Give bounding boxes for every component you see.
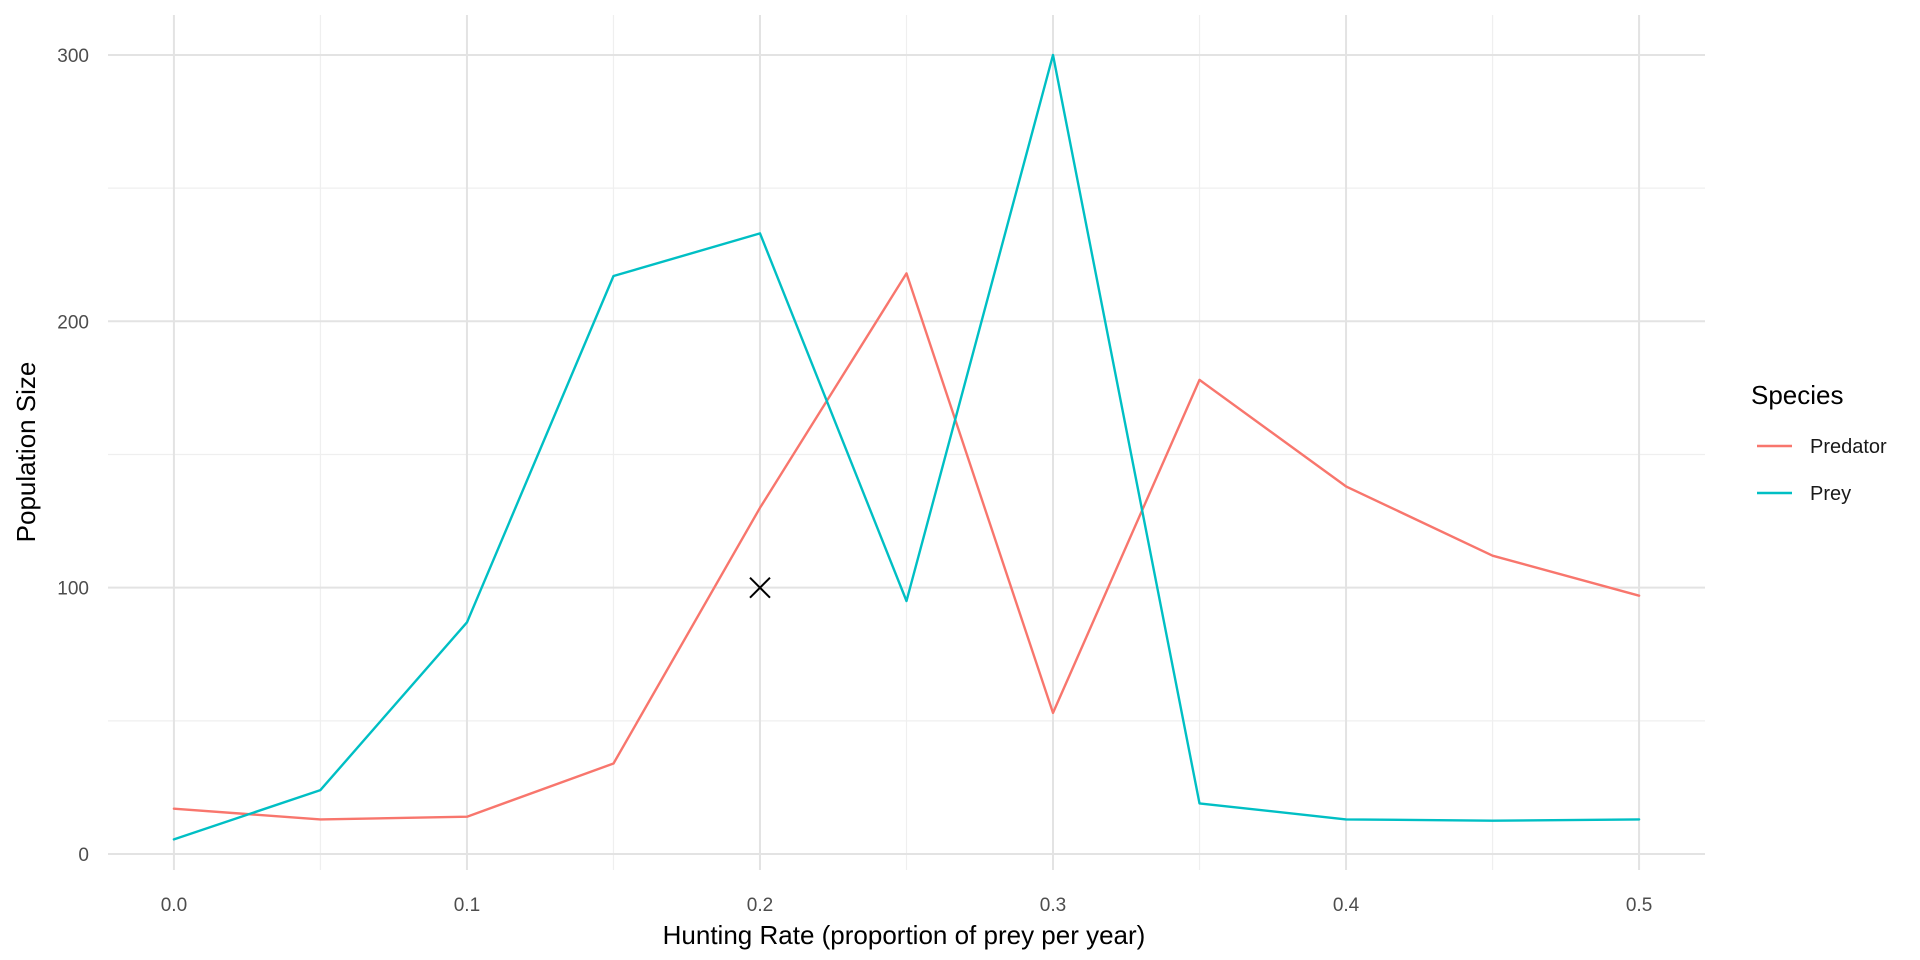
legend-title: Species xyxy=(1751,380,1844,410)
legend-items: Predator Prey xyxy=(1757,436,1887,505)
x-axis-title: Hunting Rate (proportion of prey per yea… xyxy=(663,920,1146,950)
major-gridlines xyxy=(108,15,1705,870)
x-marker xyxy=(749,576,771,599)
x-axis-tick-labels: 0.0 0.1 0.2 0.3 0.4 0.5 xyxy=(161,895,1653,916)
annotation-markers xyxy=(749,576,771,599)
x-tick-label: 0.3 xyxy=(1040,895,1066,916)
x-tick-label: 0.4 xyxy=(1333,895,1360,916)
y-tick-label: 100 xyxy=(57,579,89,600)
legend-item-predator: Predator xyxy=(1757,436,1887,458)
y-axis-title: Population Size xyxy=(11,362,41,543)
x-tick-label: 0.1 xyxy=(454,895,480,916)
legend-label: Predator xyxy=(1810,436,1887,458)
series-lines xyxy=(172,53,1641,841)
series-line-predator xyxy=(172,272,1641,821)
y-tick-label: 0 xyxy=(78,845,89,866)
x-tick-label: 0.2 xyxy=(747,895,773,916)
minor-gridlines xyxy=(108,15,1705,870)
y-axis-tick-labels: 0 100 200 300 xyxy=(57,46,89,866)
y-tick-label: 200 xyxy=(57,312,89,333)
legend-label: Prey xyxy=(1810,483,1851,505)
legend-item-prey: Prey xyxy=(1757,483,1851,505)
y-tick-label: 300 xyxy=(57,46,89,67)
x-tick-label: 0.5 xyxy=(1626,895,1652,916)
series-line-prey xyxy=(172,53,1641,841)
legend: Species Predator Prey xyxy=(1751,380,1887,505)
x-tick-label: 0.0 xyxy=(161,895,187,916)
